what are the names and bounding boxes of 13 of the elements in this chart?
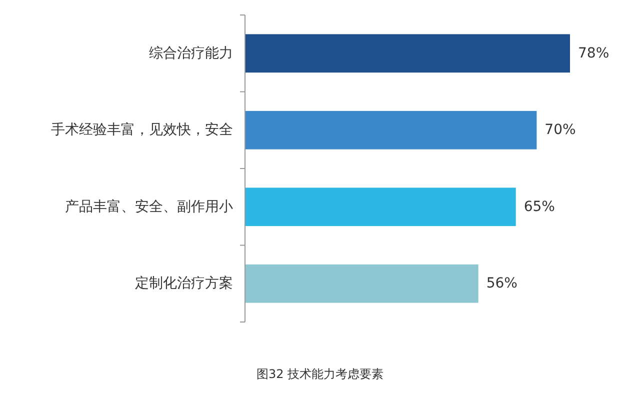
bar	[245, 34, 570, 73]
y-tick-label: 定制化治疗方案	[135, 274, 233, 292]
data-label: 78%	[578, 45, 610, 62]
data-label: 56%	[486, 276, 518, 292]
data-label: 65%	[524, 198, 555, 215]
bar	[245, 188, 516, 226]
bar	[245, 264, 478, 303]
y-tick-label: 综合治疗能力	[149, 45, 233, 62]
bar	[245, 110, 537, 150]
data-label: 70%	[544, 122, 576, 138]
caption: 图32 技术能力考虑要素	[256, 367, 384, 381]
y-tick-label: 产品丰富、安全、副作用小	[65, 198, 233, 215]
y-tick-label: 手术经验丰富，见效快，安全	[51, 122, 233, 138]
